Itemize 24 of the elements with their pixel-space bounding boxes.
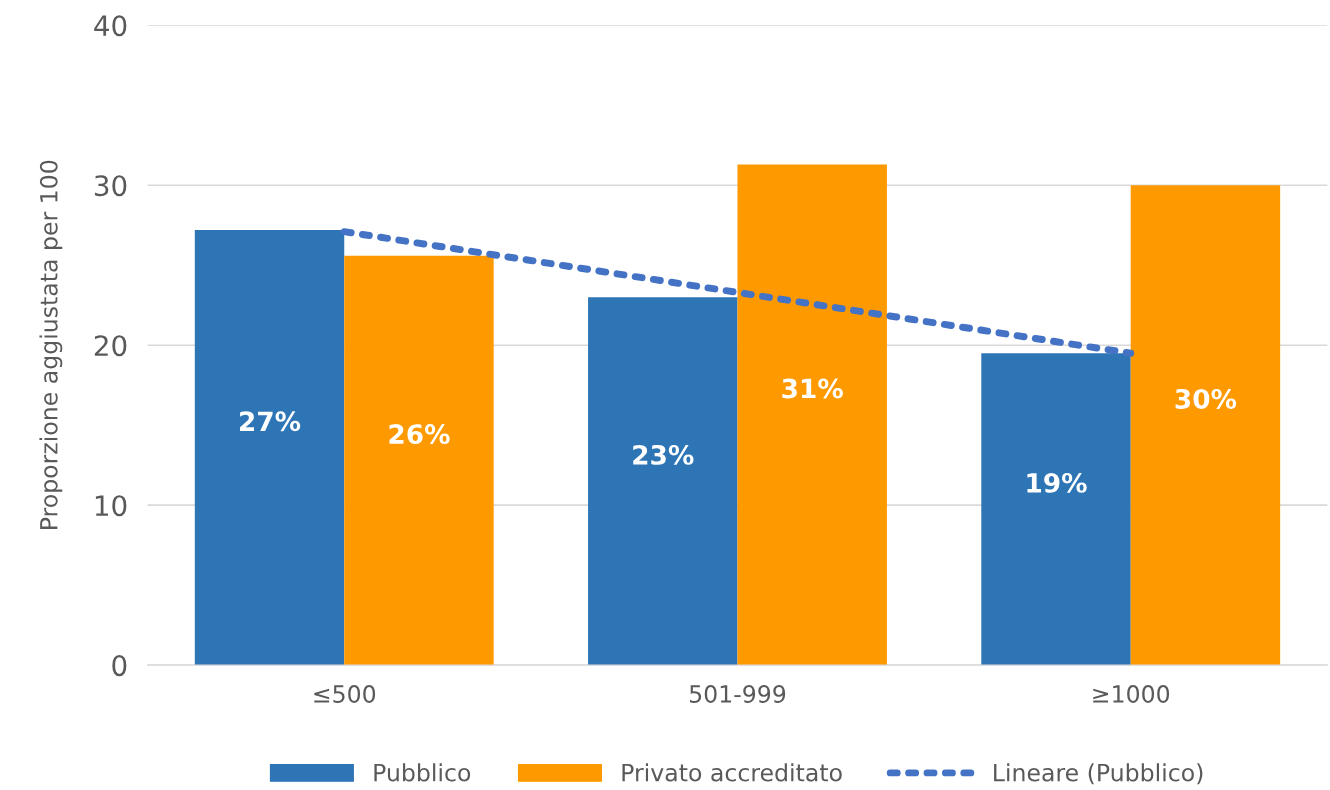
bar xyxy=(981,353,1131,666)
data-label: 26% xyxy=(389,424,450,445)
bar xyxy=(737,164,887,666)
x-tick-label: 501-999 xyxy=(689,685,786,703)
x-tick-label: ≥1000 xyxy=(1093,685,1170,703)
legend-label: Privato accreditato xyxy=(622,763,842,782)
y-tick-label: 0 xyxy=(112,655,127,677)
data-label: 19% xyxy=(1027,472,1087,493)
legend-label: Lineare (Pubblico) xyxy=(994,763,1203,785)
data-label: 30% xyxy=(1175,388,1237,409)
data-label: 31% xyxy=(782,378,843,399)
data-label: 27% xyxy=(240,411,301,432)
bar xyxy=(344,255,494,666)
bar xyxy=(194,230,345,666)
y-tick-label: 10 xyxy=(95,495,127,517)
y-tick-label: 20 xyxy=(94,335,127,357)
y-tick-label: 30 xyxy=(94,175,127,197)
y-axis-title: Proporzione aggiustata per 100 xyxy=(39,160,63,529)
x-tick-label: ≤500 xyxy=(314,685,376,703)
bar xyxy=(588,297,738,666)
data-label: 23% xyxy=(633,444,694,465)
bar xyxy=(1130,185,1281,666)
y-tick-label: 40 xyxy=(94,15,127,37)
legend-label: Pubblico xyxy=(374,763,471,782)
